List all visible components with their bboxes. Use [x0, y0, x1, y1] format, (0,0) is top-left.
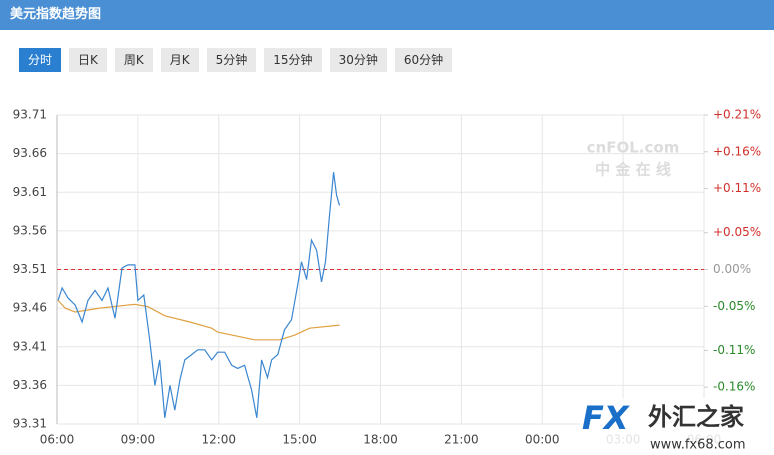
x-tick-label: 18:00	[363, 433, 398, 447]
y-tick-label: 93.36	[13, 378, 47, 392]
logo-fx: FX	[582, 399, 630, 437]
y-tick-label: 93.66	[13, 146, 47, 160]
tab[interactable]: 5分钟	[206, 48, 257, 72]
tab[interactable]: 分时	[19, 48, 62, 72]
y2-tick-label: -0.05%	[713, 299, 755, 313]
series-line	[57, 172, 341, 418]
y-tick-label: 93.61	[13, 185, 47, 199]
tab[interactable]: 周K	[114, 48, 153, 72]
y-tick-label: 93.41	[13, 339, 47, 353]
header-title: 美元指数趋势图	[0, 0, 774, 30]
y2-tick-label: -0.16%	[713, 380, 755, 394]
x-tick-label: 00:00	[525, 433, 560, 447]
y2-tick-label: +0.21%	[713, 108, 761, 122]
series-line	[57, 299, 340, 341]
y-tick-label: 93.46	[13, 301, 47, 315]
logo-bg	[580, 398, 774, 455]
watermark: 中 金 在 线	[595, 161, 671, 179]
tab[interactable]: 60分钟	[394, 48, 453, 72]
tab[interactable]: 日K	[69, 48, 107, 72]
logo-url: www.fx68.com	[650, 438, 746, 453]
y2-tick-label: 0.00%	[713, 262, 751, 276]
x-tick-label: 21:00	[444, 433, 479, 447]
tab-bar: 分时 日K 周K 月K 5分钟 15分钟 30分钟 60分钟	[19, 48, 453, 72]
y-tick-label: 93.51	[13, 262, 47, 276]
x-tick-label: 12:00	[201, 433, 236, 447]
y2-tick-label: -0.11%	[713, 343, 755, 357]
y2-tick-label: +0.11%	[713, 181, 761, 195]
logo-name: 外汇之家	[648, 403, 744, 431]
y2-tick-label: +0.16%	[713, 144, 761, 158]
y-tick-label: 93.71	[13, 108, 47, 122]
x-tick-label: 15:00	[282, 433, 317, 447]
tab[interactable]: 15分钟	[264, 48, 322, 72]
x-tick-label: 09:00	[121, 433, 156, 447]
y2-tick-label: +0.05%	[713, 225, 761, 239]
tab[interactable]: 30分钟	[329, 48, 387, 72]
y-tick-label: 93.31	[13, 417, 47, 431]
y-tick-label: 93.56	[13, 223, 47, 237]
watermark: cnFOL.com	[587, 139, 680, 157]
x-tick-label: 06:00	[40, 433, 75, 447]
tab[interactable]: 月K	[160, 48, 199, 72]
